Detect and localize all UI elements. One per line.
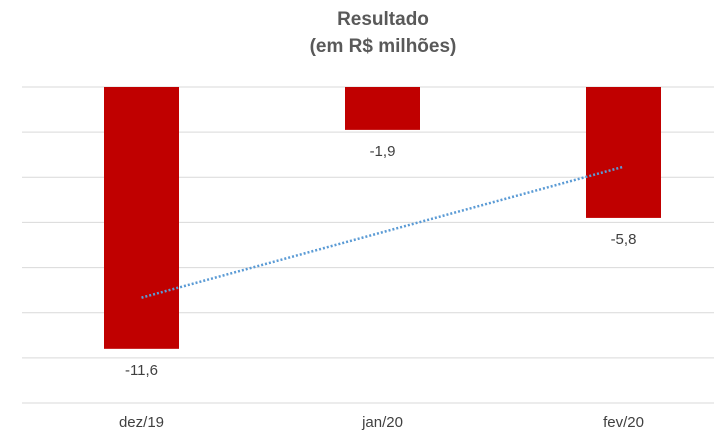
chart-subtitle: (em R$ milhões) bbox=[310, 36, 457, 57]
data-label: -5,8 bbox=[611, 231, 637, 248]
bar bbox=[345, 87, 420, 130]
data-label: -1,9 bbox=[370, 143, 396, 160]
x-tick-label: dez/19 bbox=[119, 414, 164, 431]
data-label: -11,6 bbox=[125, 362, 158, 379]
trendline bbox=[141, 165, 624, 299]
bar bbox=[586, 87, 661, 218]
x-tick-label: jan/20 bbox=[361, 414, 403, 431]
x-tick-label: fev/20 bbox=[603, 414, 644, 431]
chart-title: Resultado bbox=[337, 9, 429, 30]
bar bbox=[104, 87, 179, 349]
